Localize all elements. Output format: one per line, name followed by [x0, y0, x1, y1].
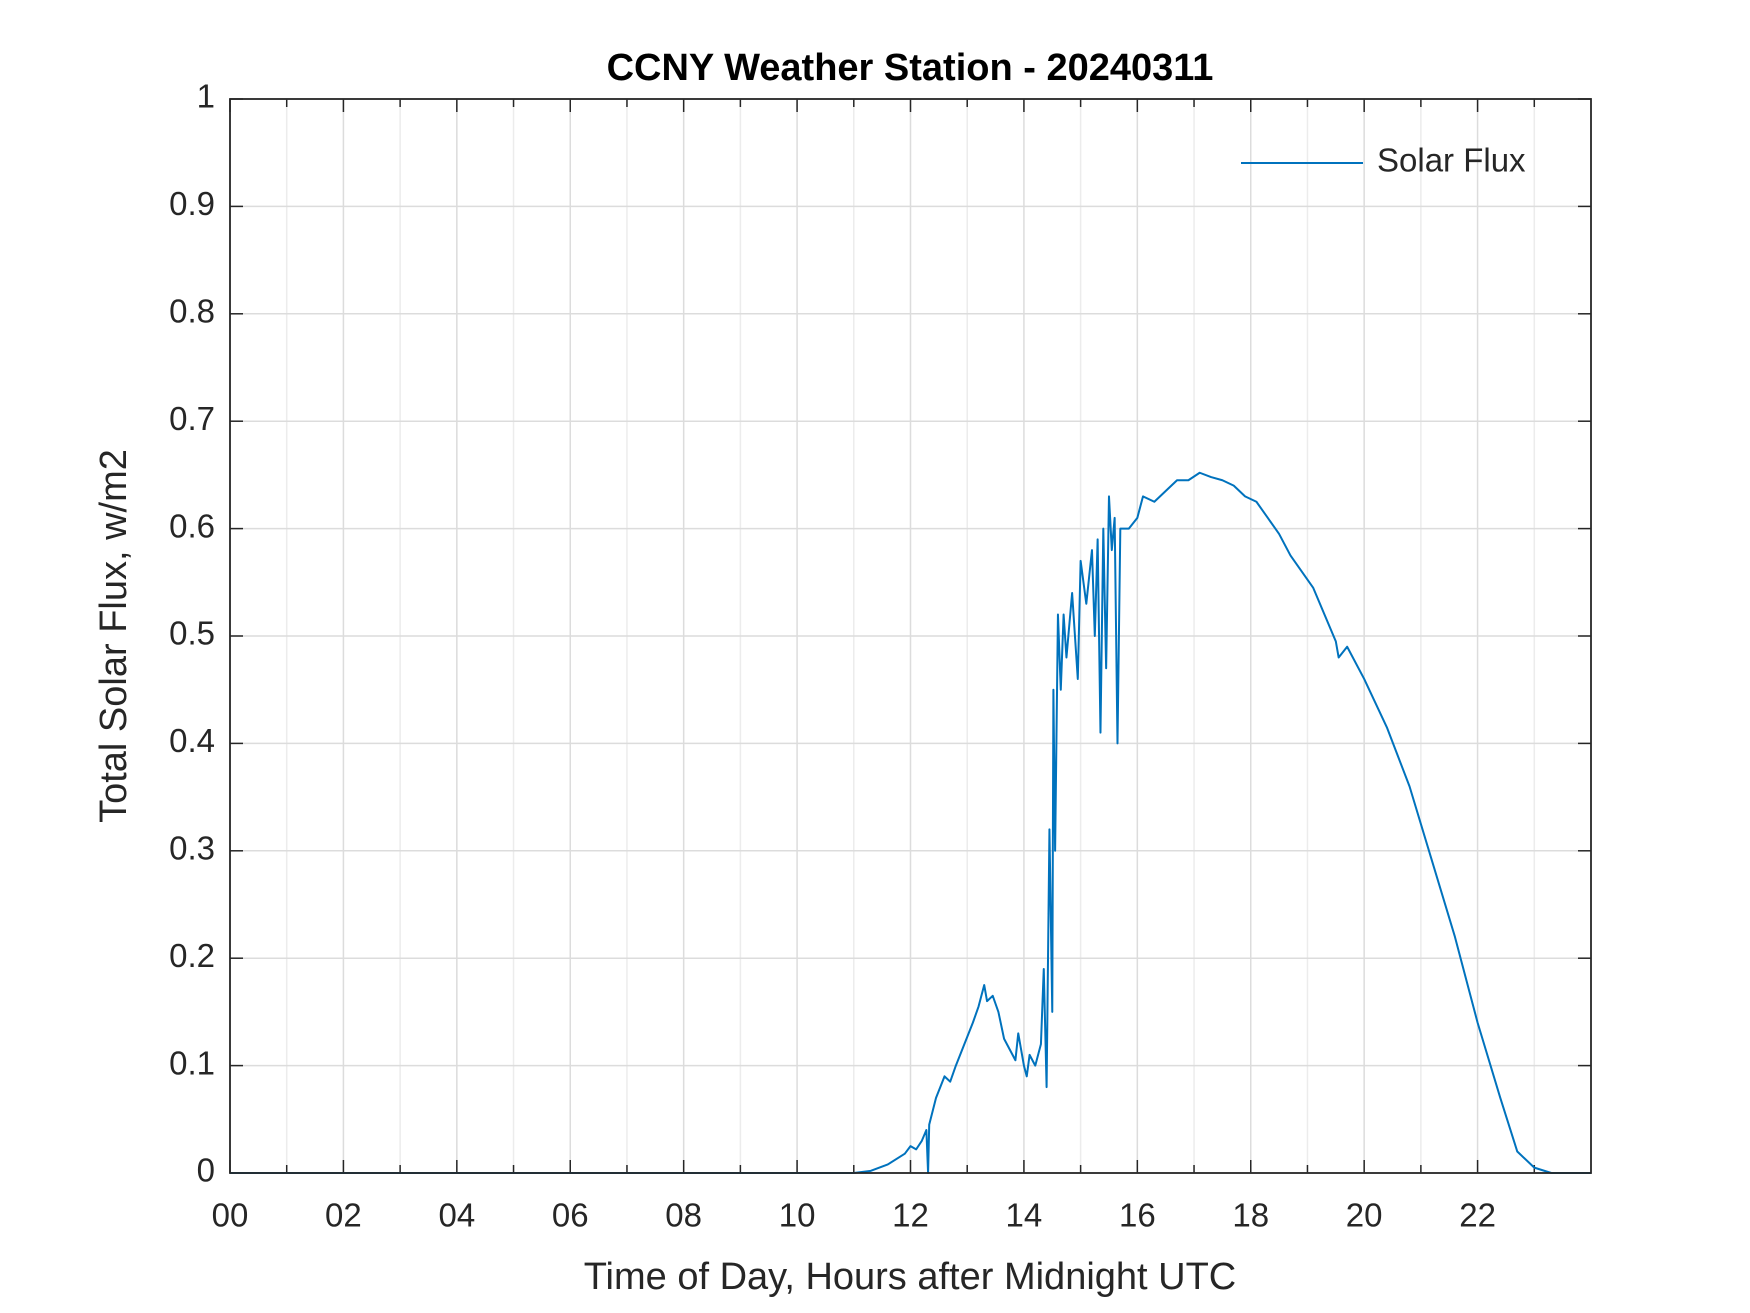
x-tick-label: 06	[552, 1197, 589, 1234]
y-tick-label: 0	[197, 1152, 215, 1189]
plot-frame	[229, 98, 1592, 1174]
y-tick-label: 0.4	[169, 722, 215, 759]
chart-title: CCNY Weather Station - 20240311	[607, 47, 1214, 89]
x-tick-label: 10	[779, 1197, 816, 1234]
x-tick-label: 14	[1006, 1197, 1043, 1234]
x-tick-label: 04	[438, 1197, 475, 1234]
legend-label: Solar Flux	[1377, 142, 1526, 179]
x-tick-label: 18	[1232, 1197, 1269, 1234]
x-tick-label: 22	[1459, 1197, 1496, 1234]
x-tick-label: 08	[665, 1197, 702, 1234]
y-tick-label: 0.1	[169, 1044, 215, 1081]
data-line	[230, 471, 1591, 1174]
y-tick-label: 0.3	[169, 830, 215, 867]
y-tick-label: 0.5	[169, 615, 215, 652]
y-tick-label: 0.8	[169, 293, 215, 330]
y-tick-label: 1	[197, 78, 215, 115]
x-axis-label: Time of Day, Hours after Midnight UTC	[584, 1256, 1237, 1298]
y-axis-label: Total Solar Flux, w/m2	[93, 449, 135, 823]
y-tick-label: 0.7	[169, 400, 215, 437]
y-tick-label: 0.6	[169, 507, 215, 544]
y-tick-label: 0.2	[169, 937, 215, 974]
x-tick-label: 12	[892, 1197, 929, 1234]
x-tick-label: 20	[1346, 1197, 1383, 1234]
x-tick-label: 02	[325, 1197, 362, 1234]
y-tick-label: 0.9	[169, 185, 215, 222]
x-tick-label: 16	[1119, 1197, 1156, 1234]
x-tick-label: 00	[212, 1197, 249, 1234]
